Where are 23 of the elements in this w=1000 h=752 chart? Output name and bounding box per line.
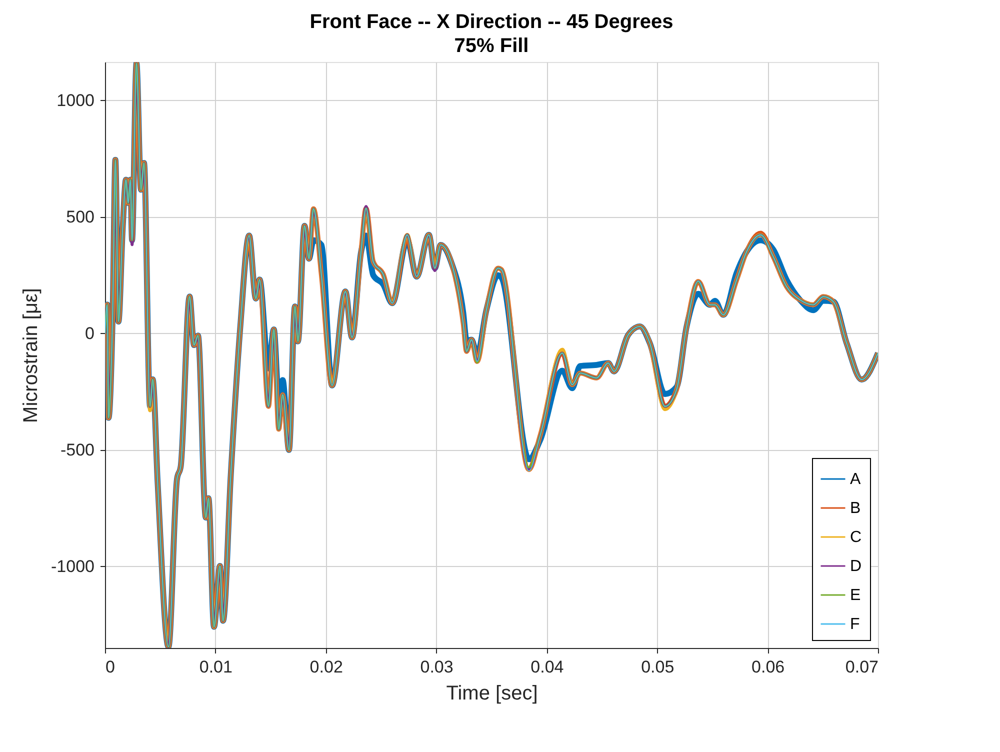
y-axis-title: Microstrain [με]: [20, 288, 42, 423]
legend-label: D: [850, 558, 862, 575]
chart-title: Front Face -- X Direction -- 45 Degrees: [310, 11, 674, 33]
y-tick-label: -500: [60, 440, 94, 460]
y-tick-label: 0: [85, 324, 94, 343]
legend-label: F: [850, 616, 860, 633]
x-tick-label: 0.03: [420, 658, 454, 676]
chart-subtitle: 75% Fill: [454, 35, 529, 57]
x-tick-label: 0.04: [530, 658, 564, 676]
x-tick-label: 0.01: [199, 658, 232, 676]
x-tick-label: 0.07: [845, 658, 878, 676]
legend-label: A: [850, 471, 861, 488]
x-axis-title: Time [sec]: [446, 682, 538, 704]
x-tick-label: 0.05: [641, 658, 674, 676]
legend-label: C: [850, 529, 862, 546]
x-tick-label: 0: [106, 658, 115, 676]
legend-label: E: [850, 587, 861, 604]
y-tick-label: -1000: [51, 556, 94, 576]
y-tick-label: 1000: [56, 90, 94, 110]
x-tick-label: 0.06: [752, 658, 785, 676]
legend-label: B: [850, 500, 861, 517]
x-tick-label: 0.02: [310, 658, 343, 676]
y-tick-label: 500: [66, 207, 94, 226]
